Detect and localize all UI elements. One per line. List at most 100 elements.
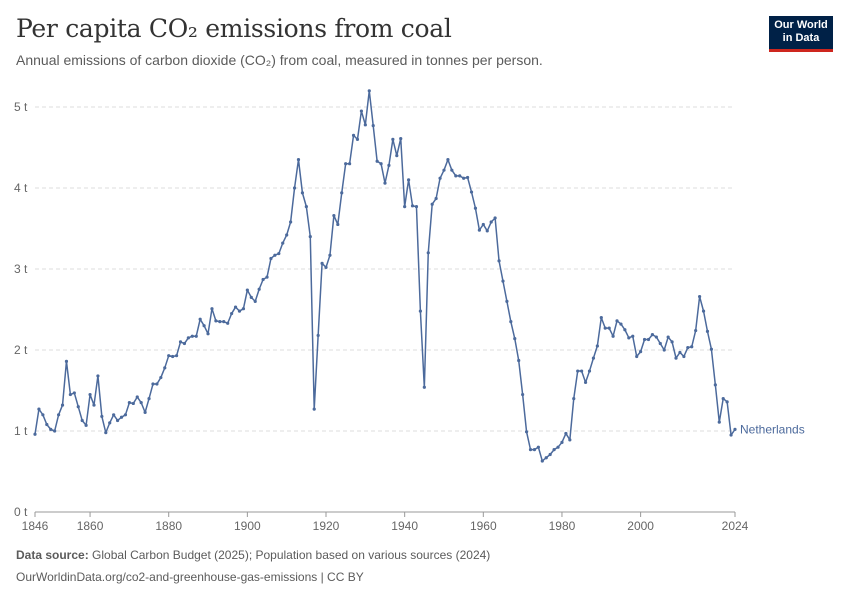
data-point bbox=[328, 253, 332, 257]
data-point bbox=[155, 382, 159, 386]
data-point bbox=[174, 354, 179, 358]
series-label: Netherlands bbox=[740, 422, 805, 436]
data-point bbox=[611, 334, 615, 338]
data-point bbox=[627, 336, 631, 340]
data-point bbox=[552, 448, 556, 452]
data-point bbox=[320, 261, 324, 265]
data-point bbox=[375, 159, 379, 163]
data-point bbox=[410, 204, 415, 208]
data-point bbox=[171, 354, 175, 359]
data-point bbox=[635, 354, 639, 359]
data-point bbox=[222, 320, 226, 324]
footer-url[interactable]: OurWorldinData.org/co2-and-greenhouse-ga… bbox=[16, 570, 364, 584]
data-point bbox=[713, 383, 717, 387]
data-point bbox=[178, 340, 183, 344]
data-point bbox=[701, 309, 706, 313]
data-point bbox=[595, 344, 599, 348]
source-label: Data source: bbox=[16, 548, 89, 562]
data-point bbox=[159, 375, 163, 380]
data-point bbox=[513, 337, 517, 341]
data-point bbox=[340, 191, 344, 195]
data-point bbox=[414, 205, 419, 209]
data-point bbox=[214, 319, 218, 323]
data-point bbox=[690, 345, 694, 349]
x-tick-label: 1880 bbox=[155, 519, 182, 533]
data-point bbox=[182, 341, 187, 346]
data-point bbox=[619, 322, 623, 326]
data-point bbox=[639, 350, 643, 354]
data-point bbox=[100, 414, 104, 419]
source-text: Global Carbon Budget (2025); Population … bbox=[92, 548, 491, 562]
data-point bbox=[241, 307, 246, 311]
data-point bbox=[556, 445, 560, 449]
data-point bbox=[395, 154, 399, 158]
data-point bbox=[202, 324, 206, 328]
footer-source: Data source: Global Carbon Budget (2025)… bbox=[16, 548, 490, 562]
data-point bbox=[709, 347, 714, 351]
data-point bbox=[68, 392, 72, 397]
x-tick-label: 2024 bbox=[722, 519, 749, 533]
x-tick-label: 1846 bbox=[22, 519, 49, 533]
data-point bbox=[717, 420, 721, 424]
data-point bbox=[60, 403, 65, 407]
data-point bbox=[623, 328, 627, 332]
data-point bbox=[289, 220, 293, 224]
data-point bbox=[497, 259, 501, 263]
data-point bbox=[725, 400, 729, 404]
data-point bbox=[607, 326, 611, 330]
x-tick-label: 1980 bbox=[549, 519, 576, 533]
x-tick-label: 1860 bbox=[77, 519, 104, 533]
data-point bbox=[80, 418, 84, 423]
data-point bbox=[473, 206, 478, 210]
data-point bbox=[528, 448, 533, 452]
x-tick-label: 1920 bbox=[313, 519, 340, 533]
data-point bbox=[151, 382, 155, 386]
data-point bbox=[336, 222, 340, 227]
data-point bbox=[462, 176, 466, 180]
x-axis: 1846 1860 1880 1900 1920 1940 1960 1980 2000 2024 bbox=[22, 512, 749, 533]
data-point bbox=[363, 123, 367, 127]
data-point bbox=[269, 256, 273, 261]
data-point bbox=[37, 407, 41, 411]
data-point bbox=[119, 415, 124, 419]
data-point bbox=[485, 229, 489, 233]
data-point bbox=[76, 405, 80, 409]
x-tick-label: 1940 bbox=[391, 519, 418, 533]
data-point bbox=[646, 337, 651, 342]
y-tick-label: 0 t bbox=[14, 505, 28, 519]
data-point bbox=[662, 348, 666, 352]
data-point bbox=[650, 333, 655, 337]
logo-line-2: in Data bbox=[782, 32, 820, 44]
data-point bbox=[92, 403, 96, 407]
owid-logo[interactable]: Our World in Data bbox=[769, 16, 833, 52]
data-point bbox=[45, 422, 49, 427]
data-point bbox=[249, 295, 253, 299]
data-point bbox=[186, 336, 190, 340]
data-point bbox=[686, 345, 690, 350]
data-point bbox=[524, 430, 529, 434]
data-point bbox=[198, 317, 202, 321]
series-group: Netherlands bbox=[33, 89, 805, 463]
data-point bbox=[489, 220, 493, 224]
data-point bbox=[615, 319, 619, 323]
logo-line-1: Our World bbox=[774, 19, 828, 31]
data-point bbox=[230, 311, 234, 316]
data-point bbox=[631, 334, 635, 338]
data-point bbox=[458, 174, 462, 178]
data-point bbox=[426, 251, 430, 255]
data-point bbox=[536, 445, 540, 449]
data-point bbox=[233, 305, 238, 309]
data-point bbox=[418, 309, 422, 313]
data-point bbox=[674, 356, 678, 360]
y-tick-label: 4 t bbox=[14, 181, 28, 195]
data-point bbox=[292, 186, 297, 190]
data-point bbox=[469, 190, 474, 194]
data-point bbox=[53, 429, 57, 433]
data-point bbox=[273, 253, 277, 257]
data-point bbox=[568, 438, 572, 442]
data-point bbox=[465, 175, 470, 180]
data-point bbox=[733, 427, 737, 431]
data-point bbox=[88, 392, 92, 397]
data-point bbox=[206, 332, 210, 336]
